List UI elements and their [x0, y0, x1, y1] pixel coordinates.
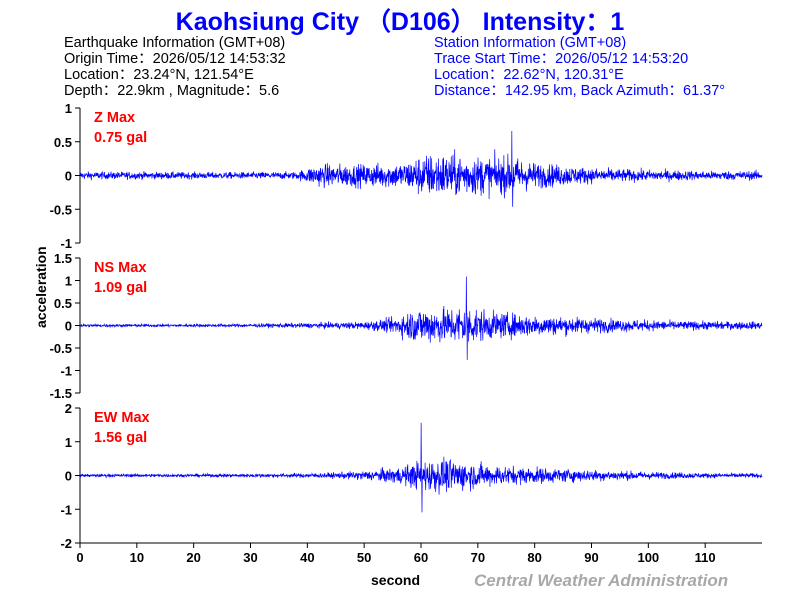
- x-tick-label: 80: [527, 550, 541, 565]
- x-tick-label: 40: [300, 550, 314, 565]
- station-info: Station Information (GMT+08) Trace Start…: [434, 35, 725, 99]
- z-max-value: 0.75 gal: [94, 130, 148, 146]
- z-y-tick-label: 0.5: [54, 135, 72, 150]
- ew-waveform: [79, 422, 763, 513]
- x-tick-label: 50: [357, 550, 371, 565]
- distance-azimuth: Distance：142.95 km, Back Azimuth：61.37°: [434, 83, 726, 99]
- ew-y-tick-label: 2: [65, 401, 72, 416]
- epicenter-location: Location：23.24°N, 121.54°E: [64, 67, 254, 83]
- x-tick-label: 70: [471, 550, 485, 565]
- z-component-label: Z Max: [94, 110, 136, 126]
- x-tick-label: 90: [584, 550, 598, 565]
- x-tick-label: 110: [695, 550, 716, 565]
- ew-y-tick-label: -1: [60, 502, 72, 517]
- x-tick-label: 20: [186, 550, 200, 565]
- x-axis-label: second: [371, 572, 421, 588]
- ew-max-label: EW Max 1.56 gal: [94, 408, 150, 448]
- depth-magnitude: Depth：22.9km , Magnitude：5.6: [64, 83, 280, 99]
- ew-max-value: 1.56 gal: [94, 430, 148, 446]
- station-info-header: Station Information (GMT+08): [434, 35, 627, 51]
- earthquake-info: Earthquake Information (GMT+08) Origin T…: [64, 35, 286, 99]
- ns-y-tick-label: -1.5: [50, 386, 72, 401]
- ns-y-tick-label: -1: [60, 364, 72, 379]
- ew-y-tick-label: 1: [65, 435, 72, 450]
- z-max-label: Z Max 0.75 gal: [94, 108, 147, 148]
- station-location: Location：22.62°N, 120.31°E: [434, 67, 624, 83]
- z-y-tick-label: 1: [65, 101, 72, 116]
- ns-y-tick-label: 1: [65, 274, 72, 289]
- z-waveform: [79, 130, 763, 207]
- z-y-tick-label: -1: [60, 236, 72, 251]
- x-tick-label: 30: [243, 550, 257, 565]
- ew-y-tick-label: -2: [60, 536, 72, 551]
- ns-max-label: NS Max 1.09 gal: [94, 258, 147, 298]
- ns-y-tick-label: 0.5: [54, 296, 72, 311]
- x-tick-label: 10: [130, 550, 144, 565]
- origin-time: Origin Time：2026/05/12 14:53:32: [64, 51, 286, 67]
- agency-credit: Central Weather Administration: [474, 571, 729, 590]
- ns-y-tick-label: 0: [65, 319, 72, 334]
- ns-waveform: [79, 276, 763, 360]
- ew-y-tick-label: 0: [65, 469, 72, 484]
- ns-component-label: NS Max: [94, 260, 147, 276]
- ew-component-label: EW Max: [94, 410, 150, 426]
- z-y-tick-label: 0: [65, 169, 72, 184]
- earthquake-info-header: Earthquake Information (GMT+08): [64, 35, 286, 51]
- ns-y-tick-label: -0.5: [50, 341, 72, 356]
- ns-y-tick-label: 1.5: [54, 251, 72, 266]
- chart-title: Kaohsiung City （D106） Intensity：1: [175, 8, 625, 36]
- z-y-tick-label: -0.5: [50, 202, 72, 217]
- x-tick-label: 60: [414, 550, 428, 565]
- x-tick-label: 0: [76, 550, 83, 565]
- y-axis-label: acceleration: [33, 246, 49, 328]
- ns-max-value: 1.09 gal: [94, 280, 148, 296]
- x-tick-label: 100: [637, 550, 659, 565]
- trace-start-time: Trace Start Time：2026/05/12 14:53:20: [434, 51, 689, 67]
